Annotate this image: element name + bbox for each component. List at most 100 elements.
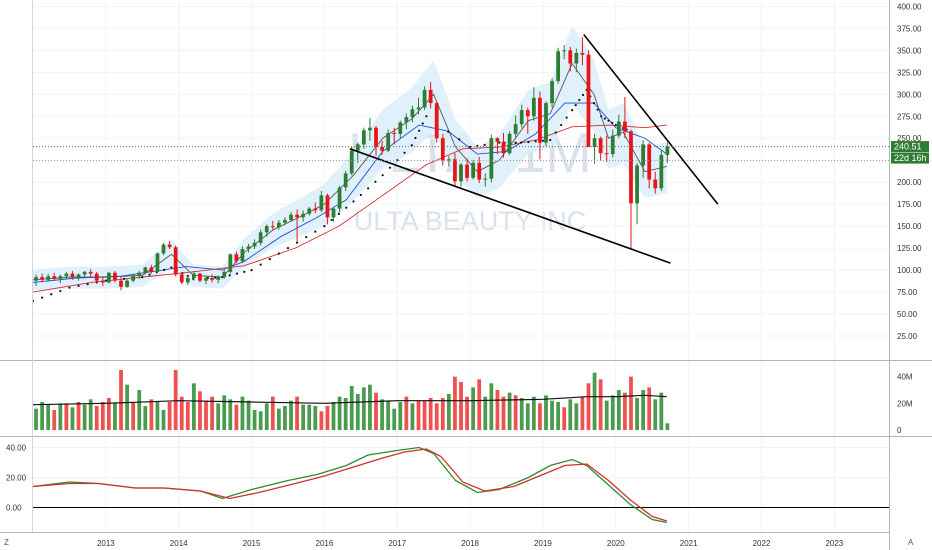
candle-body bbox=[416, 107, 421, 110]
candle-body bbox=[264, 226, 269, 233]
candle-body bbox=[641, 144, 646, 166]
volume-bar bbox=[428, 398, 433, 430]
volume-bar bbox=[592, 372, 597, 430]
volume-bar bbox=[198, 391, 202, 430]
candle-body bbox=[149, 267, 154, 272]
sar-dot bbox=[86, 283, 89, 286]
sar-dot bbox=[410, 144, 413, 147]
sar-dot bbox=[520, 141, 523, 144]
volume-bar bbox=[319, 411, 324, 430]
sar-dot bbox=[243, 270, 246, 273]
volume-bar bbox=[598, 379, 603, 430]
sar-dot bbox=[549, 138, 552, 142]
sar-dot bbox=[607, 119, 610, 122]
candle-body bbox=[64, 273, 69, 277]
oscillator-tick-label: 20.00 bbox=[6, 474, 27, 483]
candle-body bbox=[167, 244, 172, 248]
candle-body bbox=[531, 97, 536, 117]
sar-dot bbox=[403, 151, 406, 154]
sar-dot bbox=[268, 258, 271, 261]
trendline[interactable] bbox=[583, 34, 719, 205]
candle-body bbox=[404, 117, 409, 123]
volume-bar bbox=[355, 394, 360, 430]
sar-dot bbox=[104, 279, 107, 282]
auto-scale-toggle[interactable]: A bbox=[908, 538, 914, 547]
time-tick-label: 2020 bbox=[607, 539, 625, 548]
volume-bar bbox=[513, 395, 518, 430]
price-tick-label: 300.00 bbox=[897, 90, 922, 99]
candle-body bbox=[665, 146, 670, 155]
time-tick-label: 2018 bbox=[461, 539, 479, 548]
volume-bar bbox=[173, 370, 178, 430]
volume-bar bbox=[629, 376, 633, 430]
candle-body bbox=[58, 276, 63, 279]
candle-body bbox=[301, 213, 306, 218]
sar-dot bbox=[228, 274, 231, 277]
volume-bar bbox=[574, 403, 579, 430]
volume-bar bbox=[422, 400, 427, 430]
candle-body bbox=[459, 164, 463, 182]
volume-bar bbox=[434, 403, 439, 430]
candle-body bbox=[550, 81, 554, 104]
price-tick-label: 150.00 bbox=[897, 222, 922, 231]
candle-body bbox=[94, 273, 99, 281]
sar-dot bbox=[581, 93, 585, 97]
candle-body bbox=[125, 280, 129, 287]
volume-bar bbox=[289, 400, 293, 430]
candle-body bbox=[295, 214, 299, 218]
countdown-label: 22d 16h bbox=[894, 153, 927, 163]
volume-bar bbox=[580, 396, 585, 430]
volume-bar bbox=[70, 407, 75, 430]
price-tick-label: 275.00 bbox=[897, 112, 922, 121]
sar-dot bbox=[186, 274, 189, 278]
volume-bar bbox=[264, 403, 269, 430]
sar-dot bbox=[259, 263, 262, 266]
current-price-badge[interactable] bbox=[891, 141, 929, 153]
volume-bar bbox=[137, 390, 142, 430]
volume-bar bbox=[76, 402, 81, 430]
volume-bar bbox=[240, 396, 245, 430]
volume-bar bbox=[471, 387, 476, 430]
candle-body bbox=[319, 195, 324, 211]
time-tick-label: 2013 bbox=[97, 539, 115, 548]
candle-body bbox=[355, 144, 360, 151]
sar-dot bbox=[611, 121, 614, 124]
candle-body bbox=[440, 138, 445, 161]
candle-body bbox=[562, 50, 567, 52]
candle-body bbox=[453, 159, 457, 182]
volume-bar bbox=[143, 406, 148, 430]
volume-bar bbox=[501, 396, 506, 430]
volume-bar bbox=[337, 396, 342, 430]
candle-body bbox=[368, 127, 372, 131]
candle-body bbox=[137, 272, 142, 276]
volume-bar bbox=[568, 399, 573, 430]
trendlines[interactable] bbox=[349, 34, 719, 264]
sar-dot bbox=[514, 141, 517, 144]
sar-dot bbox=[603, 117, 606, 120]
timezone-toggle[interactable]: Z bbox=[4, 538, 9, 547]
trendline[interactable] bbox=[349, 148, 671, 264]
candle-body bbox=[185, 278, 190, 283]
volume-bar bbox=[210, 396, 214, 430]
sar-dot bbox=[483, 143, 486, 146]
volume-bar bbox=[531, 396, 536, 430]
candle-body bbox=[210, 278, 214, 280]
volume-bar bbox=[641, 390, 646, 430]
candle-body bbox=[131, 275, 136, 281]
candle-body bbox=[349, 150, 354, 174]
candle-body bbox=[270, 226, 275, 228]
sar-dot bbox=[235, 272, 239, 275]
candle-body bbox=[337, 187, 342, 209]
sar-dot bbox=[277, 252, 280, 255]
candle-body bbox=[489, 138, 494, 179]
volume-bar bbox=[313, 406, 318, 430]
candle-body bbox=[647, 144, 652, 180]
candle-body bbox=[198, 273, 202, 281]
sar-dot bbox=[337, 212, 341, 215]
volume-bar bbox=[295, 396, 299, 430]
candle-body bbox=[234, 254, 239, 262]
volume-bar bbox=[119, 370, 123, 430]
volume-bar bbox=[258, 411, 263, 430]
volume-tick-label: 20M bbox=[897, 399, 913, 408]
